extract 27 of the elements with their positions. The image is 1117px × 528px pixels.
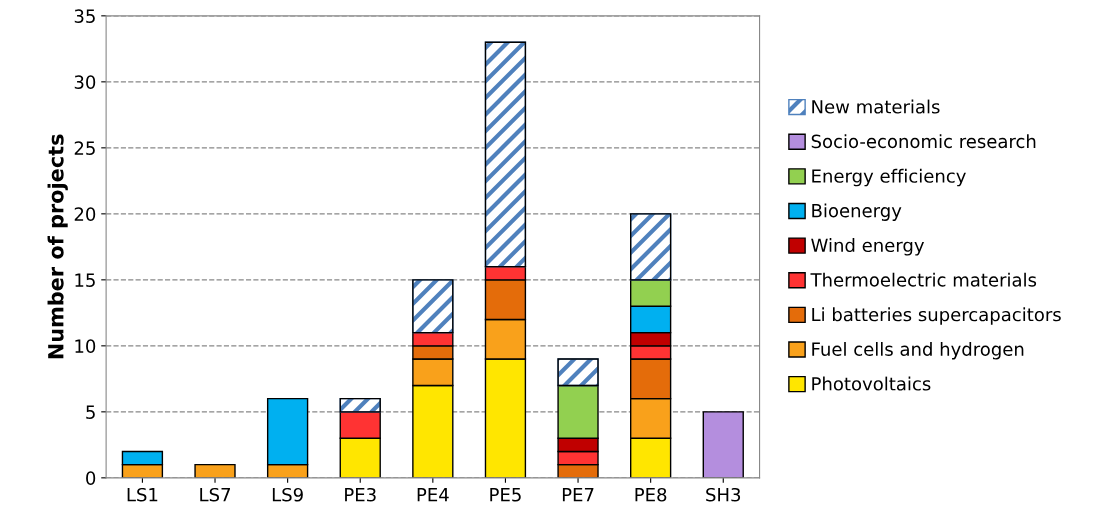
- legend-label: Fuel cells and hydrogen: [812, 341, 1024, 360]
- y-tick-label: 20: [74, 207, 96, 221]
- legend-label: Li batteries supercapacitors: [812, 307, 1061, 325]
- y-tick-label: 25: [74, 141, 95, 155]
- x-tick-label: LS9: [272, 487, 303, 502]
- legend-label: Bioenergy: [812, 203, 902, 221]
- x-tick-label: PE5: [490, 488, 521, 502]
- legend-label: Socio-economic research: [811, 134, 1036, 149]
- y-tick-label: 35: [74, 9, 95, 23]
- y-tick-label: 30: [74, 75, 96, 89]
- x-tick-label: LS1: [127, 487, 158, 502]
- legend-label: Photovoltaics: [812, 376, 931, 391]
- x-tick-label: LS7: [200, 487, 230, 502]
- legend-label: New materials: [812, 99, 940, 114]
- y-tick-label: 0: [86, 471, 96, 485]
- y-tick-label: 15: [75, 273, 95, 287]
- x-tick-label: PE8: [635, 487, 667, 502]
- x-tick-label: PE4: [417, 488, 449, 502]
- legend-label: Wind energy: [811, 238, 925, 256]
- x-tick-label: PE7: [562, 488, 594, 502]
- y-axis-title: Number of projects: [47, 134, 68, 359]
- x-tick-label: PE3: [345, 487, 376, 502]
- legend-label: Thermoelectric materials: [810, 272, 1037, 287]
- legend-label: Energy efficiency: [812, 168, 966, 187]
- y-tick-label: 10: [75, 339, 96, 353]
- x-tick-label: SH3: [706, 487, 741, 502]
- y-tick-label: 5: [86, 405, 95, 419]
